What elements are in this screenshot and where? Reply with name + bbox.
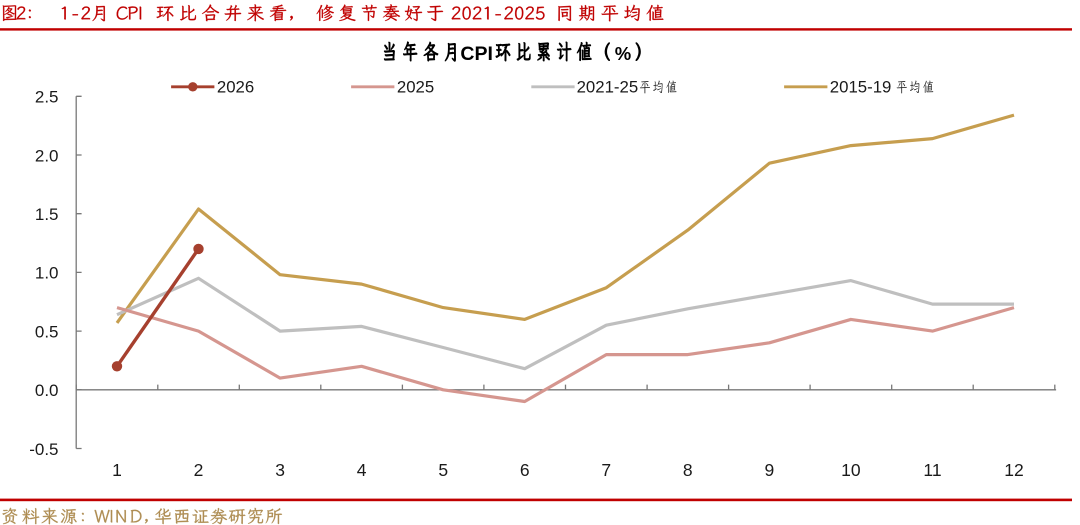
svg-text:4: 4 — [357, 460, 367, 480]
svg-text:1: 1 — [112, 460, 122, 480]
svg-text:1.5: 1.5 — [35, 205, 59, 224]
svg-text:2: 2 — [194, 460, 204, 480]
svg-text:9: 9 — [765, 460, 775, 480]
svg-text:%: % — [615, 43, 631, 64]
svg-text:2015-19: 2015-19 — [830, 77, 892, 96]
svg-text:2.0: 2.0 — [35, 146, 59, 165]
svg-text:2021-25: 2021-25 — [577, 77, 639, 96]
svg-text:2025: 2025 — [397, 77, 434, 96]
svg-text:2026: 2026 — [217, 77, 254, 96]
svg-text:10: 10 — [841, 460, 861, 480]
svg-text:0.0: 0.0 — [35, 381, 59, 400]
svg-text:8: 8 — [683, 460, 693, 480]
svg-text:7: 7 — [601, 460, 611, 480]
svg-text:0.5: 0.5 — [35, 322, 59, 341]
svg-text:5: 5 — [438, 460, 448, 480]
svg-text:11: 11 — [923, 460, 941, 480]
svg-text:6: 6 — [520, 460, 530, 480]
svg-text:2.5: 2.5 — [35, 88, 59, 107]
svg-text:-0.5: -0.5 — [29, 440, 58, 459]
svg-text:3: 3 — [275, 460, 285, 480]
svg-text:12: 12 — [1004, 460, 1023, 480]
svg-text:1.0: 1.0 — [35, 264, 59, 283]
svg-text:CPI: CPI — [460, 43, 493, 65]
